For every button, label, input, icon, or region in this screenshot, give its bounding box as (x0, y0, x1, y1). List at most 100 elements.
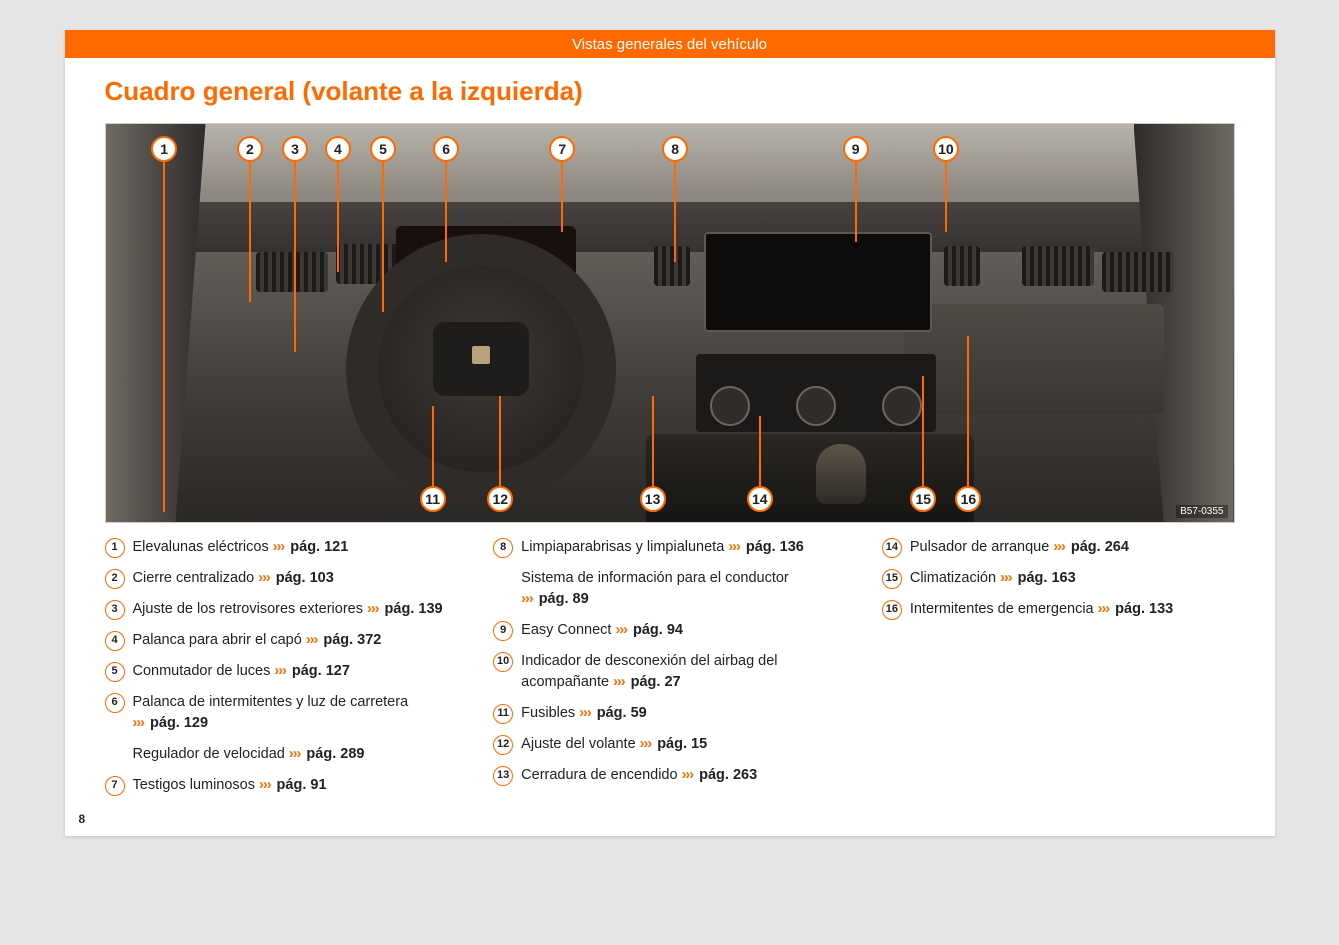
legend-text: Elevalunas eléctricos ››› pág. 121 (133, 537, 349, 558)
legend-label: Sistema de información para el conductor (521, 570, 789, 586)
page-reference: ››› pág. 133 (1098, 601, 1174, 617)
legend-text: Regulador de velocidad ››› pág. 289 (133, 744, 365, 765)
page-reference: ››› pág. 139 (367, 601, 443, 617)
chevron-icon: ››› (1098, 601, 1110, 617)
gear-shifter-shape (816, 444, 866, 504)
page-reference: ››› pág. 103 (258, 570, 334, 586)
legend-label: Ajuste de los retrovisores exteriores (133, 601, 368, 617)
callout-leader (945, 162, 947, 232)
seat-logo-icon (472, 346, 490, 364)
callout-badge: 13 (640, 486, 666, 512)
legend-column: 14Pulsador de arranque ››› pág. 264 15Cli… (882, 537, 1235, 806)
legend-subitem: Regulador de velocidad ››› pág. 289 (105, 744, 458, 765)
legend-label: Pulsador de arranque (910, 539, 1054, 555)
callout-badge: 4 (325, 136, 351, 162)
callout-badge: 3 (282, 136, 308, 162)
chevron-icon: ››› (579, 705, 591, 721)
legend-badge: 1 (105, 538, 125, 558)
legend-text: Palanca de intermitentes y luz de carret… (133, 692, 458, 734)
legend-badge: 5 (105, 662, 125, 682)
legend-label: Climatización (910, 570, 1000, 586)
callout-badge: 8 (662, 136, 688, 162)
legend-item: 16Intermitentes de emergencia ››› pág. 1… (882, 599, 1235, 620)
page-reference: ››› pág. 372 (306, 632, 382, 648)
legend-label: Ajuste del volante (521, 736, 640, 752)
legend-text: Indicador de desconexión del airbag del … (521, 651, 846, 693)
callout-badge: 9 (843, 136, 869, 162)
legend-item: 14Pulsador de arranque ››› pág. 264 (882, 537, 1235, 558)
chevron-icon: ››› (273, 539, 285, 555)
legend-text: Testigos luminosos ››› pág. 91 (133, 775, 327, 796)
legend-badge: 10 (493, 652, 513, 672)
chevron-icon: ››› (367, 601, 379, 617)
callout-leader (163, 162, 165, 512)
callout-badge: 10 (933, 136, 959, 162)
door-left-shape (106, 124, 206, 522)
callout-badge: 2 (237, 136, 263, 162)
page-reference: ››› pág. 127 (274, 663, 350, 679)
legend: 1 Elevalunas eléctricos ››› pág. 121 2Cier… (65, 537, 1275, 806)
callout-leader (445, 162, 447, 262)
chevron-icon: ››› (1053, 539, 1065, 555)
legend-badge: 2 (105, 569, 125, 589)
legend-badge: 4 (105, 631, 125, 651)
legend-label: Palanca para abrir el capó (133, 632, 306, 648)
air-vent (256, 252, 328, 292)
section-header: Vistas generales del vehículo (65, 30, 1275, 58)
legend-subitem: Sistema de información para el conductor… (493, 568, 846, 610)
legend-label: Testigos luminosos (133, 777, 260, 793)
dashboard-illustration: 12345678910111213141516 B57-0355 (105, 123, 1235, 523)
callout-leader (294, 162, 296, 352)
callout-badge: 14 (747, 486, 773, 512)
page-reference: ››› pág. 94 (615, 622, 683, 638)
legend-item: 1 Elevalunas eléctricos ››› pág. 121 (105, 537, 458, 558)
legend-text: Pulsador de arranque ››› pág. 264 (910, 537, 1129, 558)
legend-item: 6 Palanca de intermitentes y luz de carre… (105, 692, 458, 734)
page-reference: ››› pág. 27 (613, 674, 681, 690)
page-title: Cuadro general (volante a la izquierda) (65, 76, 1275, 123)
legend-label: Cerradura de encendido (521, 767, 681, 783)
callout-badge: 6 (433, 136, 459, 162)
callout-leader (337, 162, 339, 272)
chevron-icon: ››› (306, 632, 318, 648)
page-reference: ››› pág. 91 (259, 777, 327, 793)
air-vent (944, 246, 980, 286)
chevron-icon: ››› (521, 591, 533, 607)
legend-item: 13Cerradura de encendido ››› pág. 263 (493, 765, 846, 786)
callout-badge: 12 (487, 486, 513, 512)
manual-page: Vistas generales del vehículo Cuadro gen… (65, 30, 1275, 836)
legend-text: Palanca para abrir el capó ››› pág. 372 (133, 630, 382, 651)
legend-item: 5 Conmutador de luces ››› pág. 127 (105, 661, 458, 682)
legend-badge: 11 (493, 704, 513, 724)
callout-badge: 11 (420, 486, 446, 512)
legend-label: Conmutador de luces (133, 663, 275, 679)
page-reference: ››› pág. 264 (1053, 539, 1129, 555)
legend-badge: 12 (493, 735, 513, 755)
legend-item: 11Fusibles ››› pág. 59 (493, 703, 846, 724)
legend-label: Regulador de velocidad (133, 746, 289, 762)
legend-label: Palanca de intermitentes y luz de carret… (133, 694, 409, 710)
section-header-text: Vistas generales del vehículo (572, 36, 767, 53)
page-reference: ››› pág. 59 (579, 705, 647, 721)
callout-leader (967, 336, 969, 486)
legend-badge: 6 (105, 693, 125, 713)
callout-leader (652, 396, 654, 486)
chevron-icon: ››› (274, 663, 286, 679)
chevron-icon: ››› (613, 674, 625, 690)
legend-badge: 7 (105, 776, 125, 796)
chevron-icon: ››› (640, 736, 652, 752)
chevron-icon: ››› (258, 570, 270, 586)
chevron-icon: ››› (728, 539, 740, 555)
callout-badge: 16 (955, 486, 981, 512)
callout-leader (561, 162, 563, 232)
legend-text: Ajuste de los retrovisores exteriores ››… (133, 599, 443, 620)
callout-leader (382, 162, 384, 312)
legend-item: 12Ajuste del volante ››› pág. 15 (493, 734, 846, 755)
legend-item: 2Cierre centralizado ››› pág. 103 (105, 568, 458, 589)
page-reference: ››› pág. 121 (273, 539, 349, 555)
legend-item: 3Ajuste de los retrovisores exteriores ›… (105, 599, 458, 620)
legend-item: 15Climatización ››› pág. 163 (882, 568, 1235, 589)
page-reference: ››› pág. 136 (728, 539, 804, 555)
glovebox-shape (904, 304, 1164, 414)
dashboard-figure: 12345678910111213141516 B57-0355 (105, 123, 1235, 523)
